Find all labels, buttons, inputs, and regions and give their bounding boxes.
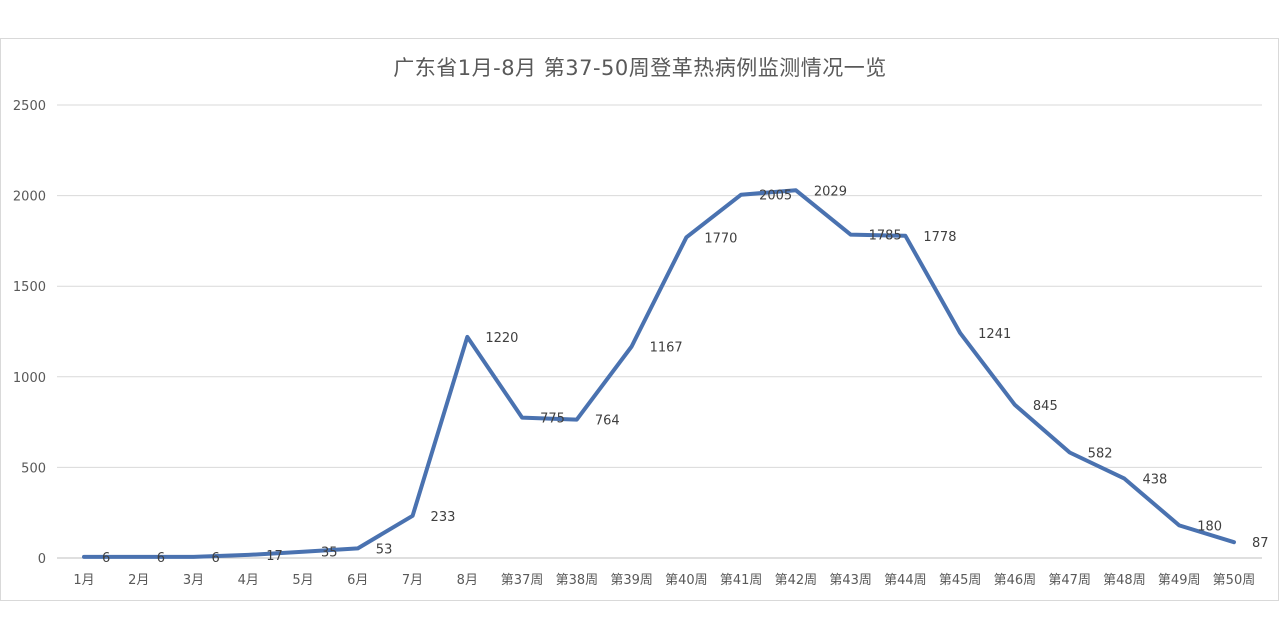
gridlines — [57, 104, 1262, 559]
x-tick-label: 第49周 — [1158, 573, 1201, 588]
data-label: 582 — [1088, 447, 1113, 462]
y-tick-label: 500 — [21, 461, 46, 476]
data-label: 1785 — [869, 229, 902, 244]
x-tick-label: 2月 — [128, 573, 149, 588]
data-label: 1167 — [650, 341, 683, 356]
y-tick-label: 2000 — [13, 190, 46, 205]
data-label: 1770 — [704, 231, 737, 246]
x-tick-label: 第41周 — [720, 573, 763, 588]
data-label: 180 — [1197, 519, 1222, 534]
x-tick-label: 第44周 — [884, 573, 927, 588]
x-tick-label: 第43周 — [829, 573, 872, 588]
data-label: 17 — [266, 549, 283, 564]
data-label: 6 — [157, 551, 165, 566]
x-tick-label: 4月 — [238, 573, 259, 588]
y-tick-label: 2500 — [13, 99, 46, 114]
data-label: 1778 — [923, 230, 956, 245]
data-label: 6 — [102, 551, 110, 566]
data-labels: 6 6 6 17 35 53 233 1220 775 764 1167 1770 2005 2029 17… — [102, 184, 1269, 566]
x-tick-label: 第48周 — [1103, 573, 1146, 588]
x-tick-label: 第47周 — [1048, 573, 1091, 588]
data-label: 233 — [431, 510, 456, 525]
x-tick-label: 第50周 — [1213, 573, 1256, 588]
x-tick-label: 第40周 — [665, 573, 708, 588]
x-tick-label: 第37周 — [501, 573, 544, 588]
x-tick-label: 第39周 — [610, 573, 653, 588]
x-tick-label: 3月 — [183, 573, 204, 588]
x-tick-label: 第38周 — [556, 573, 599, 588]
data-label: 845 — [1033, 399, 1058, 414]
x-tick-label: 第45周 — [939, 573, 982, 588]
x-tick-label: 5月 — [292, 573, 313, 588]
data-label: 1220 — [485, 331, 518, 346]
chart-frame — [0, 38, 1279, 601]
data-label: 1241 — [978, 327, 1011, 342]
data-label: 87 — [1252, 536, 1269, 551]
data-label: 775 — [540, 412, 565, 427]
x-tick-label: 第46周 — [994, 573, 1037, 588]
x-tick-label: 1月 — [73, 573, 94, 588]
data-label: 6 — [212, 551, 220, 566]
y-tick-label: 1000 — [13, 371, 46, 386]
data-label: 2005 — [759, 189, 792, 204]
x-tick-label: 7月 — [402, 573, 423, 588]
data-label: 764 — [595, 414, 620, 429]
chart-title: 广东省1月-8月 第37-50周登革热病例监测情况一览 — [393, 56, 887, 80]
data-label: 2029 — [814, 184, 847, 199]
data-label: 438 — [1142, 473, 1167, 488]
series-line — [82, 188, 1236, 559]
x-tick-label: 第42周 — [775, 573, 818, 588]
y-tick-label: 0 — [38, 552, 46, 567]
x-tick-label: 8月 — [457, 573, 478, 588]
y-axis-ticks: 0 500 1000 1500 2000 2500 — [13, 99, 46, 567]
data-label: 53 — [376, 542, 393, 557]
y-tick-label: 1500 — [13, 280, 46, 295]
x-axis-ticks: 1月 2月 3月 4月 5月 6月 7月 8月 第37周 第38周 第39周 第40周 第41周 第42周… — [73, 573, 1255, 588]
data-label: 35 — [321, 546, 338, 561]
x-tick-label: 6月 — [347, 573, 368, 588]
